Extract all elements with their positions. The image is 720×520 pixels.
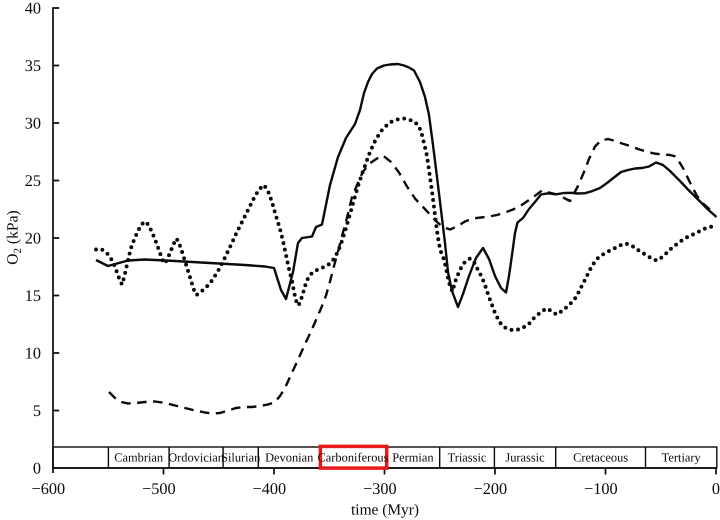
svg-text:−200: −200 <box>474 479 508 498</box>
svg-text:Carboniferous: Carboniferous <box>318 451 389 465</box>
svg-text:Cambrian: Cambrian <box>114 451 163 465</box>
svg-text:−300: −300 <box>363 479 397 498</box>
svg-text:25: 25 <box>25 171 41 190</box>
svg-text:10: 10 <box>25 343 41 362</box>
svg-text:−100: −100 <box>584 479 618 498</box>
svg-text:Cretaceous: Cretaceous <box>573 451 628 465</box>
svg-text:35: 35 <box>25 56 41 75</box>
svg-text:Silurian: Silurian <box>221 451 260 465</box>
svg-text:−400: −400 <box>253 479 287 498</box>
svg-text:Triassic: Triassic <box>448 451 487 465</box>
svg-text:time (Myr): time (Myr) <box>351 502 419 519</box>
svg-text:0: 0 <box>712 479 720 498</box>
svg-text:40: 40 <box>25 0 41 17</box>
svg-text:15: 15 <box>25 286 41 305</box>
svg-text:Jurassic: Jurassic <box>505 451 545 465</box>
svg-text:O2 (kPa): O2 (kPa) <box>5 210 24 264</box>
svg-text:−600: −600 <box>32 479 66 498</box>
svg-text:−500: −500 <box>142 479 176 498</box>
svg-text:Ordovician: Ordovician <box>168 451 224 465</box>
svg-text:Permian: Permian <box>392 451 433 465</box>
svg-text:Tertiary: Tertiary <box>662 451 702 465</box>
svg-text:5: 5 <box>33 401 41 420</box>
svg-text:20: 20 <box>25 228 41 247</box>
svg-text:0: 0 <box>33 458 41 477</box>
svg-text:Devonian: Devonian <box>265 451 313 465</box>
svg-text:30: 30 <box>25 113 41 132</box>
